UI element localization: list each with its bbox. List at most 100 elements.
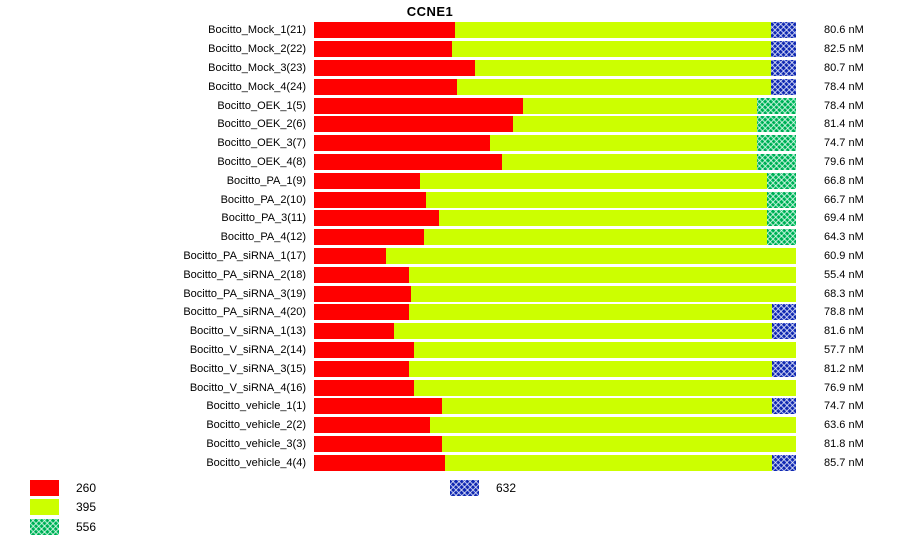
row-value: 81.6 nM bbox=[824, 325, 864, 338]
bar-row: Bocitto_V_siRNA_3(15) 81.2 nM bbox=[0, 359, 900, 378]
bar-segment-632 bbox=[771, 323, 796, 340]
stacked-bar bbox=[314, 97, 796, 114]
row-label: Bocitto_PA_3(11) bbox=[221, 212, 306, 225]
bar-segment-260 bbox=[314, 97, 523, 114]
legend-label: 395 bbox=[76, 500, 97, 515]
bar-segment-260 bbox=[314, 247, 387, 264]
legend-swatch-260 bbox=[30, 479, 59, 496]
bar-segment-395 bbox=[444, 454, 772, 471]
row-value: 60.9 nM bbox=[824, 249, 864, 262]
row-value: 66.7 nM bbox=[824, 193, 864, 206]
bar-row: Bocitto_PA_3(11) 69.4 nM bbox=[0, 209, 900, 228]
bar-segment-556 bbox=[767, 191, 796, 208]
legend-column-secondary: 632 bbox=[450, 478, 516, 498]
bar-row: Bocitto_OEK_3(7) 74.7 nM bbox=[0, 134, 900, 153]
legend-item-556: 556 bbox=[30, 517, 96, 537]
bar-row: Bocitto_OEK_2(6) 81.4 nM bbox=[0, 115, 900, 134]
row-label: Bocitto_vehicle_3(3) bbox=[206, 437, 306, 450]
row-value: 78.4 nM bbox=[824, 99, 864, 112]
stacked-bar bbox=[314, 266, 796, 283]
row-label: Bocitto_vehicle_1(1) bbox=[206, 400, 306, 413]
bar-segment-395 bbox=[512, 116, 758, 133]
stacked-bar bbox=[314, 59, 796, 76]
bar-segment-395 bbox=[501, 153, 758, 170]
bar-segment-395 bbox=[394, 323, 772, 340]
bar-segment-260 bbox=[314, 22, 455, 39]
bar-segment-395 bbox=[489, 135, 758, 152]
bar-segment-260 bbox=[314, 78, 457, 95]
row-value: 66.8 nM bbox=[824, 174, 864, 187]
bar-segment-395 bbox=[474, 59, 771, 76]
bar-segment-395 bbox=[441, 435, 796, 452]
stacked-bar bbox=[314, 435, 796, 452]
bar-segment-395 bbox=[414, 379, 796, 396]
bar-segment-632 bbox=[770, 22, 796, 39]
bar-segment-260 bbox=[314, 360, 410, 377]
row-value: 69.4 nM bbox=[824, 212, 864, 225]
bar-segment-395 bbox=[411, 285, 796, 302]
legend-swatch-395 bbox=[30, 499, 59, 516]
bar-segment-556 bbox=[767, 172, 796, 189]
bar-row: Bocitto_PA_siRNA_2(18) 55.4 nM bbox=[0, 265, 900, 284]
stacked-bar bbox=[314, 417, 796, 434]
bar-segment-260 bbox=[314, 417, 430, 434]
legend-column-primary: 260 395 556 bbox=[30, 478, 96, 537]
row-label: Bocitto_Mock_1(21) bbox=[208, 24, 306, 37]
row-label: Bocitto_Mock_4(24) bbox=[208, 80, 306, 93]
row-value: 64.3 nM bbox=[824, 231, 864, 244]
row-label: Bocitto_V_siRNA_3(15) bbox=[189, 362, 306, 375]
stacked-bar bbox=[314, 398, 796, 415]
row-label: Bocitto_OEK_4(8) bbox=[217, 155, 306, 168]
bar-row: Bocitto_PA_2(10) 66.7 nM bbox=[0, 190, 900, 209]
bar-row: Bocitto_PA_siRNA_1(17) 60.9 nM bbox=[0, 247, 900, 266]
bar-row: Bocitto_Mock_1(21) 80.6 nM bbox=[0, 21, 900, 40]
bar-segment-556 bbox=[767, 229, 796, 246]
bar-segment-632 bbox=[771, 398, 796, 415]
bar-segment-260 bbox=[314, 116, 513, 133]
bar-segment-632 bbox=[771, 454, 796, 471]
bar-segment-395 bbox=[522, 97, 758, 114]
stacked-bar bbox=[314, 247, 796, 264]
row-label: Bocitto_V_siRNA_4(16) bbox=[189, 381, 306, 394]
bar-segment-556 bbox=[767, 210, 796, 227]
row-value: 57.7 nM bbox=[824, 343, 864, 356]
row-label: Bocitto_OEK_2(6) bbox=[217, 118, 306, 131]
row-value: 81.2 nM bbox=[824, 362, 864, 375]
bar-segment-395 bbox=[409, 304, 772, 321]
row-label: Bocitto_OEK_3(7) bbox=[217, 137, 306, 150]
row-value: 85.7 nM bbox=[824, 456, 864, 469]
stacked-bar bbox=[314, 191, 796, 208]
row-label: Bocitto_PA_4(12) bbox=[220, 231, 306, 244]
row-value: 68.3 nM bbox=[824, 287, 864, 300]
stacked-bar bbox=[314, 22, 796, 39]
row-value: 80.7 nM bbox=[824, 61, 864, 74]
bar-segment-395 bbox=[454, 22, 771, 39]
bar-segment-260 bbox=[314, 59, 475, 76]
stacked-bar bbox=[314, 135, 796, 152]
legend-label: 556 bbox=[76, 519, 97, 534]
bar-segment-260 bbox=[314, 398, 442, 415]
bar-segment-395 bbox=[409, 266, 796, 283]
row-value: 81.8 nM bbox=[824, 437, 864, 450]
bar-row: Bocitto_vehicle_2(2) 63.6 nM bbox=[0, 416, 900, 435]
bar-segment-395 bbox=[426, 191, 768, 208]
stacked-bar bbox=[314, 116, 796, 133]
row-label: Bocitto_V_siRNA_2(14) bbox=[189, 343, 306, 356]
stacked-bar bbox=[314, 285, 796, 302]
row-label: Bocitto_vehicle_4(4) bbox=[206, 456, 306, 469]
row-label: Bocitto_PA_2(10) bbox=[220, 193, 306, 206]
bar-segment-395 bbox=[456, 78, 771, 95]
row-value: 76.9 nM bbox=[824, 381, 864, 394]
stacked-bar bbox=[314, 153, 796, 170]
bar-segment-632 bbox=[770, 59, 796, 76]
row-value: 80.6 nM bbox=[824, 24, 864, 37]
legend-item-632: 632 bbox=[450, 478, 516, 498]
bar-row: Bocitto_PA_siRNA_4(20) 78.8 nM bbox=[0, 303, 900, 322]
bar-rows: Bocitto_Mock_1(21) 80.6 nM Bocitto_Mock_2(… bbox=[0, 21, 900, 472]
row-value: 78.4 nM bbox=[824, 80, 864, 93]
bar-row: Bocitto_Mock_2(22) 82.5 nM bbox=[0, 40, 900, 59]
row-label: Bocitto_OEK_1(5) bbox=[217, 99, 306, 112]
bar-segment-556 bbox=[757, 97, 796, 114]
bar-segment-260 bbox=[314, 210, 440, 227]
bar-segment-395 bbox=[419, 172, 768, 189]
